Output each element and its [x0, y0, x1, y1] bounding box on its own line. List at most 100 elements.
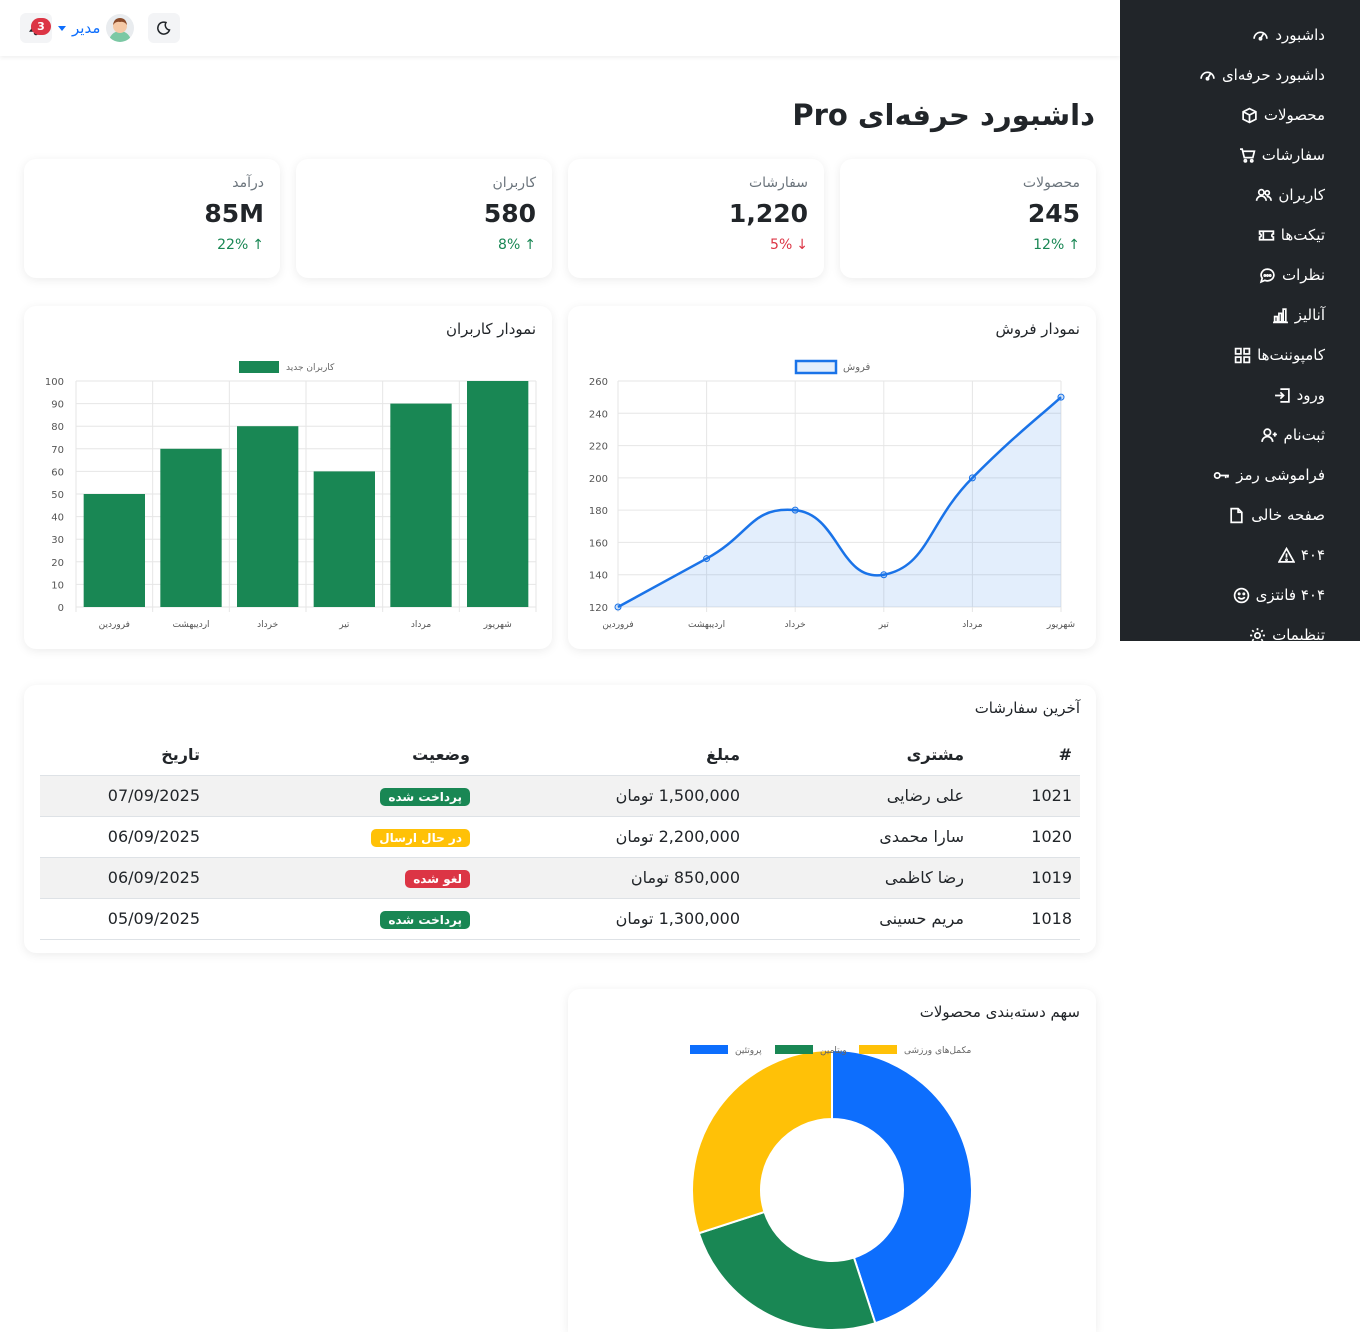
y-tick-label: 140 — [589, 571, 608, 582]
x-tick-label: خرداد — [257, 620, 278, 630]
stat-value: 85M — [204, 199, 264, 228]
y-tick-label: 90 — [51, 400, 64, 411]
category-share-card: سهم دسته‌بندی محصولات پروتئین ویتامین مکمل… — [568, 989, 1096, 1332]
category-share-title: سهم دسته‌بندی محصولات — [919, 1003, 1080, 1021]
sidebar-item-1[interactable]: داشبورد حرفه‌ای — [1199, 66, 1325, 84]
stat-label: محصولات — [1022, 175, 1080, 191]
stat-change: 8% ↑ — [498, 237, 536, 253]
y-tick-label: 100 — [45, 377, 64, 388]
order-customer-cell: سارا محمدی — [748, 816, 972, 858]
notification-badge: 3 — [31, 18, 51, 35]
legend-swatch[interactable] — [794, 359, 838, 375]
sidebar-item-label: کامپوننت‌ها — [1257, 346, 1325, 364]
doughnut-slice[interactable] — [697, 1210, 877, 1331]
order-date-cell: 06/09/2025 — [40, 816, 208, 858]
sidebar-item-3[interactable]: سفارشات — [1239, 146, 1325, 164]
sidebar-item-label: ۴۰۴ فانتزی — [1255, 586, 1325, 604]
stat-value: 1,220 — [728, 199, 808, 228]
sales-line-chart: 120 140 160 180 200 220 240 260 فروردین اردیبهشت خ… — [589, 359, 1075, 630]
page-title: داشبورد حرفه‌ای Pro — [792, 98, 1095, 132]
legend-swatch[interactable] — [859, 1045, 897, 1054]
user-menu[interactable]: مدیر — [58, 14, 135, 42]
users-chart-title: نمودار کاربران — [445, 320, 536, 338]
sidebar-item-14[interactable]: ۴۰۴ فانتزی — [1233, 586, 1325, 604]
x-tick-label: خرداد — [785, 620, 806, 630]
sidebar-item-label: ورود — [1296, 386, 1325, 404]
y-tick-label: 70 — [51, 445, 64, 456]
sales-point[interactable] — [703, 555, 711, 563]
arrow-up-icon: ↑ — [524, 237, 536, 253]
stat-label: کاربران — [492, 175, 536, 191]
sidebar-item-8[interactable]: کامپوننت‌ها — [1234, 346, 1325, 364]
legend-swatch[interactable] — [239, 361, 279, 373]
doughnut-slice[interactable] — [831, 1048, 973, 1325]
caret-down-icon — [58, 25, 66, 31]
stat-change-value: 5% — [770, 237, 793, 253]
warning-icon — [1277, 546, 1295, 563]
status-badge: لغو شده — [405, 869, 470, 888]
sidebar-item-13[interactable]: ۴۰۴ — [1277, 546, 1325, 564]
sidebar-item-12[interactable]: صفحه خالی — [1228, 506, 1325, 524]
table-row[interactable]: 1019 رضا کاظمی 850,000 تومان لغو شده 06/09/2… — [40, 857, 1080, 899]
sidebar-item-9[interactable]: ورود — [1274, 386, 1325, 404]
order-status-cell: در حال ارسال — [208, 816, 478, 858]
moon-icon — [157, 21, 171, 35]
sidebar-item-0[interactable]: داشبورد — [1252, 26, 1325, 44]
order-amount-cell: 2,200,000 تومان — [478, 816, 748, 858]
users-bar[interactable] — [313, 471, 375, 607]
notifications-button[interactable]: 3 — [20, 13, 52, 43]
chat-icon — [1259, 267, 1275, 283]
sales-point[interactable] — [791, 506, 799, 514]
users-bar[interactable] — [83, 494, 145, 607]
sidebar-item-15[interactable]: تنظیمات — [1249, 626, 1325, 641]
status-badge: در حال ارسال — [371, 828, 470, 847]
legend-swatch[interactable] — [690, 1045, 728, 1054]
table-header-cell: وضعیت — [208, 735, 478, 776]
sidebar-item-2[interactable]: محصولات — [1241, 106, 1325, 124]
sidebar-item-6[interactable]: نظرات — [1259, 266, 1325, 284]
sidebar-item-4[interactable]: کاربران — [1255, 186, 1325, 204]
legend-swatch[interactable] — [775, 1045, 813, 1054]
doughnut-slice[interactable] — [691, 1048, 833, 1235]
category-doughnut-chart: پروتئین ویتامین مکمل‌های ورزشی — [690, 1045, 973, 1331]
stat-change: 12% ↑ — [1033, 237, 1080, 253]
avatar — [106, 14, 135, 42]
y-tick-label: 180 — [589, 506, 608, 517]
y-tick-label: 220 — [589, 442, 608, 453]
table-row[interactable]: 1018 مریم حسینی 1,300,000 تومان پرداخت شده 0… — [40, 898, 1080, 940]
y-tick-label: 260 — [589, 377, 608, 388]
users-bar[interactable] — [390, 403, 452, 607]
sales-point[interactable] — [968, 474, 976, 482]
sidebar-item-label: تنظیمات — [1272, 626, 1325, 641]
order-date-cell: 05/09/2025 — [40, 898, 208, 940]
x-tick-label: مرداد — [962, 620, 982, 630]
legend-label: فروش — [843, 362, 871, 373]
sidebar-item-5[interactable]: تیکت‌ها — [1258, 226, 1325, 244]
status-badge: پرداخت شده — [380, 910, 470, 929]
users-bar[interactable] — [160, 448, 222, 607]
users-bar[interactable] — [237, 426, 299, 607]
sidebar-item-label: آنالیز — [1294, 306, 1325, 324]
sales-point[interactable] — [1057, 393, 1065, 401]
table-header-cell: مبلغ — [478, 735, 748, 776]
sidebar-item-11[interactable]: فراموشی رمز — [1213, 466, 1325, 484]
sidebar-item-label: داشبورد — [1275, 26, 1325, 44]
legend-label: مکمل‌های ورزشی — [904, 1046, 971, 1056]
sales-point[interactable] — [614, 603, 622, 611]
order-id-cell: 1018 — [972, 898, 1080, 940]
theme-toggle-button[interactable] — [148, 13, 180, 43]
sidebar-item-label: تیکت‌ها — [1280, 226, 1325, 244]
table-row[interactable]: 1021 علی رضایی 1,500,000 تومان پرداخت شده 07… — [40, 775, 1080, 817]
sidebar-item-10[interactable]: ثبت‌نام — [1260, 426, 1325, 444]
users-bar[interactable] — [467, 381, 529, 607]
gear-icon — [1250, 627, 1266, 641]
table-row[interactable]: 1020 سارا محمدی 2,200,000 تومان در حال ارسا… — [40, 816, 1080, 858]
users-icon — [1256, 188, 1273, 201]
sidebar-item-7[interactable]: آنالیز — [1272, 306, 1325, 324]
recent-orders-title: آخرین سفارشات — [974, 699, 1080, 717]
ticket-icon — [1258, 229, 1275, 241]
sales-point[interactable] — [880, 571, 888, 579]
y-tick-label: 20 — [51, 558, 64, 569]
sidebar-item-label: صفحه خالی — [1251, 506, 1325, 524]
sidebar: داشبورد داشبورد حرفه‌ای محصولات سفارشات کارب… — [1120, 0, 1360, 641]
